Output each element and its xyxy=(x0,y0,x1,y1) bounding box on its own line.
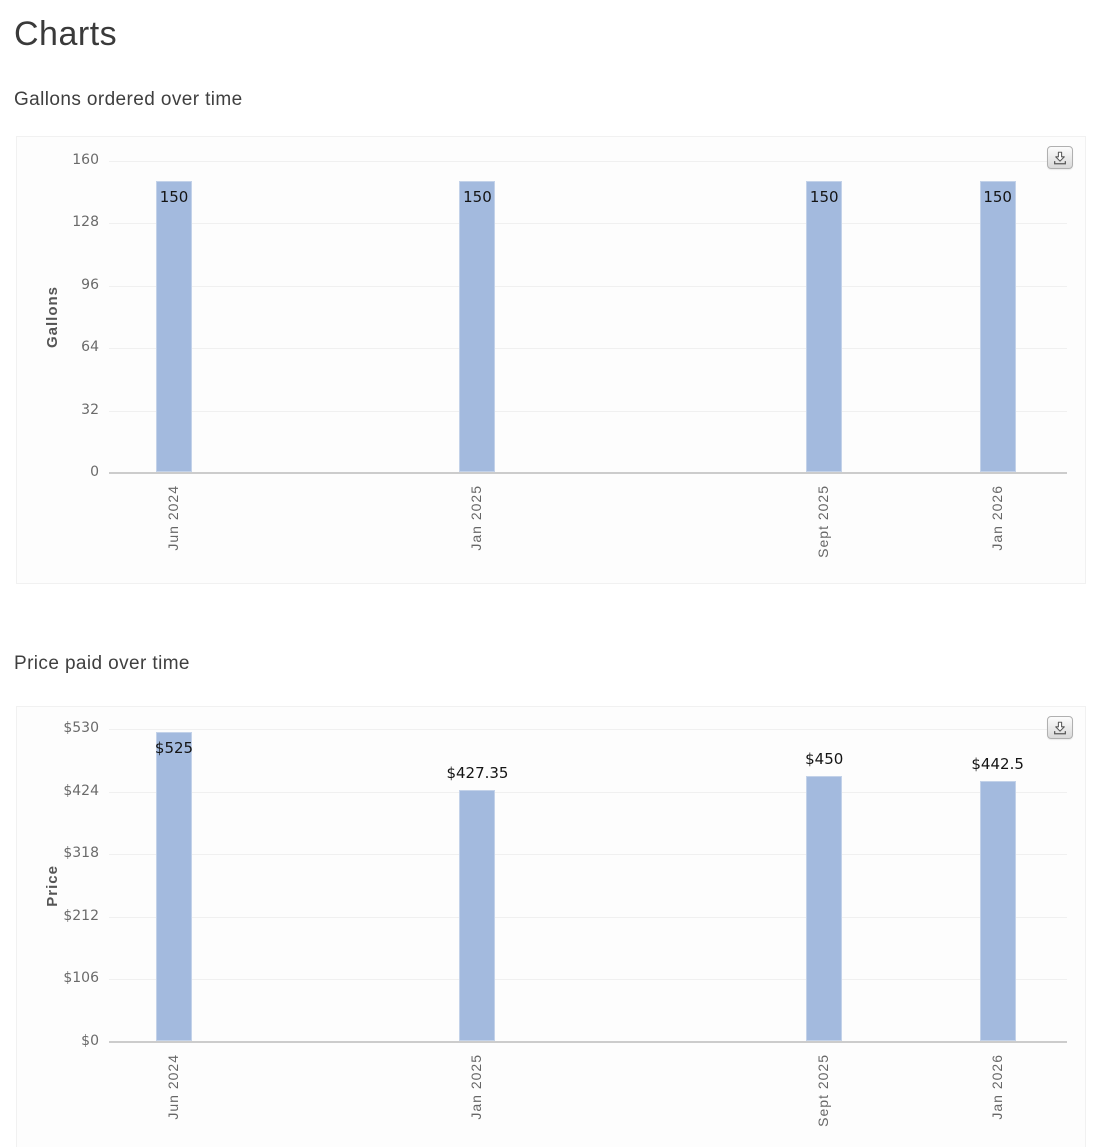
y-axis-title-holder: Price xyxy=(41,729,63,1042)
bar-value-label: 150 xyxy=(809,187,839,206)
x-tick-label: Jan 2025 xyxy=(468,1054,485,1120)
x-tick-label: Jan 2026 xyxy=(988,485,1005,551)
gridline xyxy=(109,285,1067,287)
gridline xyxy=(109,729,1067,730)
y-tick-label: 96 xyxy=(81,276,99,293)
bar-value-label: $525 xyxy=(154,738,194,757)
download-chart-button[interactable] xyxy=(1047,716,1073,739)
x-tick-label: Sept 2025 xyxy=(815,1054,832,1127)
download-chart-button[interactable] xyxy=(1047,146,1073,169)
y-tick-label: $212 xyxy=(63,907,99,924)
x-tick-label: Jun 2024 xyxy=(165,1054,182,1120)
y-tick-label: 128 xyxy=(72,214,99,231)
bar-value-label: $442.5 xyxy=(971,754,1024,773)
bar-value-label: 150 xyxy=(159,187,189,206)
bar xyxy=(979,780,1016,1041)
chart-subtitle-price: Price paid over time xyxy=(14,653,190,674)
y-tick-label: 64 xyxy=(81,339,99,356)
y-axis-title: Price xyxy=(43,864,61,907)
y-axis-title: Gallons xyxy=(43,285,61,348)
bar-value-label: $450 xyxy=(805,750,844,769)
gridline xyxy=(109,161,1067,162)
x-tick-label: Jun 2024 xyxy=(165,485,182,551)
gridline xyxy=(109,791,1067,793)
gridline xyxy=(109,223,1067,225)
y-tick-label: $318 xyxy=(63,845,99,862)
price-chart-panel: $0 $106 $212 $318 $424 $530 Price $525 Jun 2024 $… xyxy=(16,706,1086,1147)
bar xyxy=(459,180,496,472)
download-icon xyxy=(1052,150,1068,166)
x-tick-label: Jan 2025 xyxy=(468,485,485,551)
bar-value-label: $427.35 xyxy=(446,763,509,782)
gridline xyxy=(109,410,1067,412)
chart-subtitle-gallons: Gallons ordered over time xyxy=(14,89,243,110)
bar xyxy=(459,789,496,1041)
page-title: Charts xyxy=(14,15,118,53)
gridline xyxy=(109,854,1067,856)
y-tick-label: 32 xyxy=(81,401,99,418)
gridline xyxy=(109,979,1067,981)
x-tick-label: Sept 2025 xyxy=(815,485,832,558)
x-axis-line xyxy=(109,1041,1067,1043)
bar xyxy=(806,180,843,472)
gridline xyxy=(109,916,1067,918)
bar xyxy=(156,180,193,472)
bar-value-label: 150 xyxy=(463,187,492,206)
y-tick-label: $424 xyxy=(63,782,99,799)
bar-value-label: 150 xyxy=(983,187,1012,206)
bar xyxy=(806,776,843,1041)
y-tick-label: $0 xyxy=(81,1033,99,1049)
y-tick-label: 0 xyxy=(90,464,99,480)
gridline xyxy=(109,348,1067,350)
y-axis-title-holder: Gallons xyxy=(41,161,63,473)
gallons-chart-panel: 0 32 64 96 128 160 Gallons 150 Jun 2024 150 Jan 20… xyxy=(16,136,1086,584)
download-icon xyxy=(1052,720,1068,736)
bar xyxy=(979,180,1016,472)
y-tick-label: 160 xyxy=(72,152,99,168)
y-tick-label: $106 xyxy=(63,970,99,987)
x-axis-line xyxy=(109,472,1067,474)
x-tick-label: Jan 2026 xyxy=(988,1054,1005,1120)
bar xyxy=(156,731,193,1041)
y-tick-label: $530 xyxy=(63,720,99,736)
